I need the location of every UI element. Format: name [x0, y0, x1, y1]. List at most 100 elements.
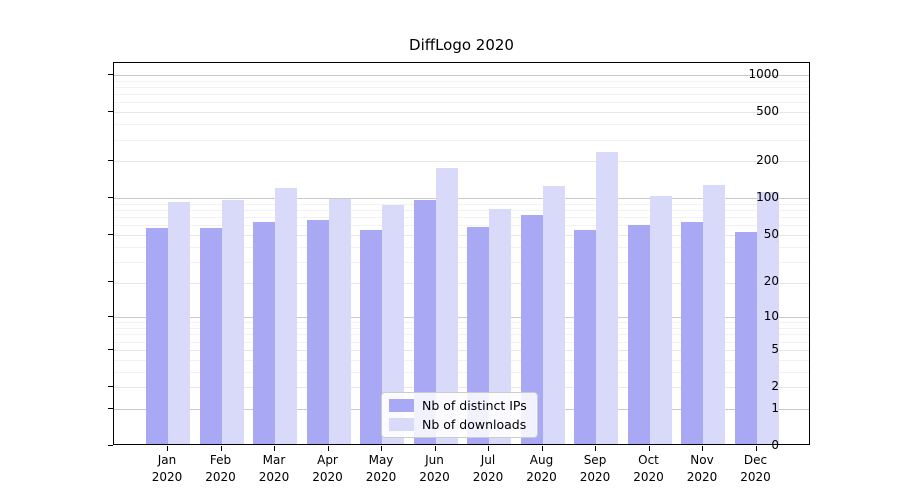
bar-downloads: [328, 198, 351, 444]
bar-downloads: [275, 188, 297, 444]
x-tick-label: Feb 2020: [205, 453, 236, 484]
bar-distinct-ips: [467, 226, 489, 444]
x-tick-mark: [702, 446, 703, 451]
gridline: [114, 341, 809, 343]
bar-distinct-ips: [146, 227, 168, 444]
x-tick-label: Mar 2020: [258, 453, 290, 484]
y-tick-label: 500: [756, 104, 779, 119]
x-tick-label: Jan 2020: [151, 453, 183, 484]
bar-downloads: [168, 201, 190, 444]
bar-distinct-ips: [253, 221, 275, 444]
bar-distinct-ips: [681, 221, 703, 444]
x-tick-mark: [541, 446, 543, 451]
gridline: [114, 371, 809, 373]
y-tick-label: 100: [756, 190, 779, 205]
legend-label-distinct-ips: Nb of distinct IPs: [422, 398, 527, 413]
gridline: [114, 102, 809, 104]
gridline: [114, 112, 809, 114]
y-tick-label: 5: [771, 341, 779, 356]
legend-item-distinct-ips: Nb of distinct IPs: [389, 398, 527, 413]
bar-downloads: [756, 192, 779, 444]
gridline: [114, 317, 809, 319]
gridline: [114, 234, 809, 236]
x-tick-label: Dec 2020: [740, 453, 771, 484]
bar-distinct-ips: [413, 200, 436, 444]
legend-label-downloads: Nb of downloads: [422, 417, 527, 432]
gridline: [114, 210, 809, 211]
legend: Nb of distinct IPs Nb of downloads: [381, 392, 538, 438]
x-tick-mark: [220, 446, 222, 451]
x-tick-mark: [327, 446, 329, 451]
bar-distinct-ips: [574, 229, 596, 444]
legend-item-downloads: Nb of downloads: [389, 417, 527, 432]
gridline: [114, 282, 809, 284]
bar-distinct-ips: [734, 231, 757, 444]
gridline: [114, 94, 809, 96]
y-tick-mark: [108, 407, 113, 409]
x-tick-label: Sep 2020: [579, 453, 611, 484]
x-tick-mark: [274, 446, 275, 451]
x-tick-mark: [755, 446, 757, 451]
x-tick-label: Oct 2020: [633, 453, 664, 484]
bar-downloads: [382, 204, 404, 444]
y-tick-mark: [108, 111, 113, 113]
bar-downloads: [542, 186, 565, 444]
chart-title: DiffLogo 2020: [409, 36, 514, 54]
y-tick-label: 50: [763, 226, 779, 241]
gridline: [114, 225, 809, 227]
y-tick-mark: [108, 348, 113, 350]
bar-downloads: [649, 195, 672, 444]
y-tick-label: 2: [771, 379, 779, 393]
y-tick-mark: [108, 233, 113, 235]
gridline: [114, 198, 809, 200]
gridline: [114, 80, 809, 82]
y-tick-label: 1000: [748, 66, 779, 81]
gridline: [114, 86, 809, 88]
x-tick-label: Nov 2020: [686, 453, 718, 484]
x-tick-label: Aug 2020: [526, 453, 557, 484]
y-tick-mark: [108, 386, 113, 387]
y-tick-mark: [108, 316, 113, 318]
gridline: [114, 124, 809, 126]
y-tick-label: 20: [763, 274, 779, 289]
y-tick-mark: [108, 160, 113, 162]
y-tick-mark: [108, 445, 113, 446]
bar-downloads: [221, 200, 244, 444]
bar-downloads: [703, 185, 725, 444]
x-tick-mark: [595, 446, 596, 451]
gridline: [114, 161, 809, 163]
gridline: [114, 322, 809, 324]
y-tick-label: 10: [763, 309, 779, 324]
bar-downloads: [596, 151, 618, 444]
gridline: [114, 75, 809, 76]
gridline: [114, 328, 809, 329]
y-tick-label: 0: [771, 438, 779, 452]
bar-downloads: [489, 208, 511, 444]
gridline: [114, 261, 809, 263]
x-tick-mark: [648, 446, 650, 451]
x-tick-label: Jun 2020: [419, 453, 450, 484]
x-tick-label: Apr 2020: [312, 453, 343, 484]
bar-distinct-ips: [520, 215, 543, 444]
gridline: [114, 203, 809, 205]
legend-swatch-distinct-ips: [389, 399, 414, 412]
bar-distinct-ips: [627, 225, 650, 444]
gridline: [114, 217, 809, 219]
x-tick-mark: [488, 446, 489, 451]
x-tick-mark: [381, 446, 382, 451]
y-tick-mark: [108, 73, 113, 75]
bar-distinct-ips: [199, 227, 222, 444]
gridline: [114, 334, 809, 336]
bar-downloads: [435, 167, 458, 444]
bar-distinct-ips: [306, 219, 329, 444]
y-tick-mark: [108, 281, 113, 283]
gridline: [114, 139, 809, 141]
x-tick-label: May 2020: [365, 453, 397, 484]
gridline: [114, 349, 809, 351]
x-tick-mark: [434, 446, 436, 451]
x-tick-mark: [167, 446, 168, 451]
y-tick-mark: [108, 197, 113, 199]
y-tick-label: 200: [756, 153, 779, 168]
bar-distinct-ips: [360, 229, 382, 444]
